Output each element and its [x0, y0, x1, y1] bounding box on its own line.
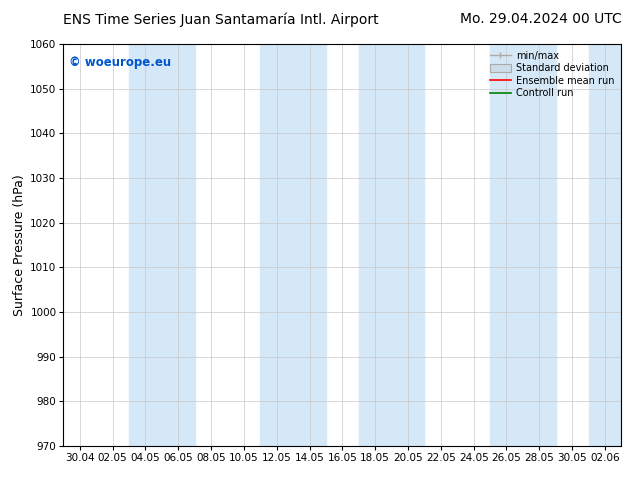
Bar [588, 44, 634, 446]
Text: © woeurope.eu: © woeurope.eu [69, 56, 171, 69]
Text: Mo. 29.04.2024 00 UTC: Mo. 29.04.2024 00 UTC [460, 12, 621, 26]
Bar [359, 44, 424, 446]
Text: ENS Time Series Juan Santamaría Intl. Airport: ENS Time Series Juan Santamaría Intl. Ai… [63, 12, 379, 27]
Bar [490, 44, 555, 446]
Legend: min/max, Standard deviation, Ensemble mean run, Controll run: min/max, Standard deviation, Ensemble me… [488, 49, 616, 100]
Bar [261, 44, 326, 446]
Y-axis label: Surface Pressure (hPa): Surface Pressure (hPa) [13, 174, 26, 316]
Bar [129, 44, 195, 446]
